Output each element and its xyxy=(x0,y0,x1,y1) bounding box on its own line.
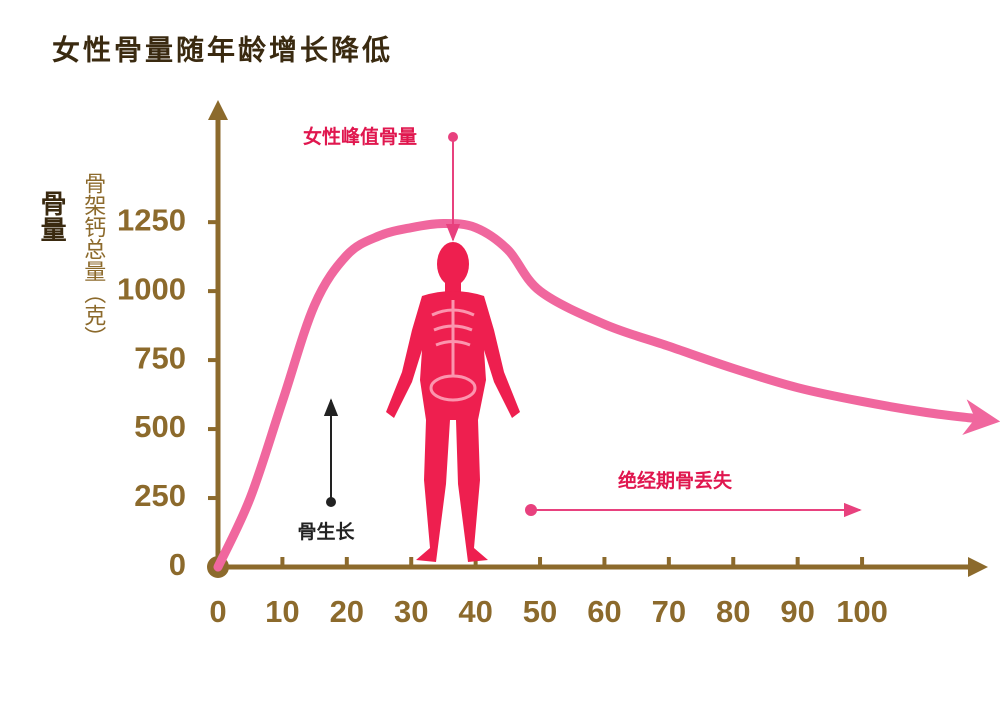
y-axis-label: 骨量 xyxy=(37,190,67,242)
skeleton xyxy=(429,300,477,402)
y-tick-label: 250 xyxy=(134,478,186,513)
annotation-text: 绝经期骨丢失 xyxy=(618,469,733,492)
y-tick-label: 500 xyxy=(134,409,186,444)
y-tick-label: 1000 xyxy=(117,271,186,306)
y-tick-label: 750 xyxy=(134,340,186,375)
x-tick-label: 0 xyxy=(209,594,226,629)
y-tick-label: 0 xyxy=(169,547,186,582)
x-tick-label: 90 xyxy=(780,594,814,629)
bone-mass-curve xyxy=(213,219,1000,572)
x-tick-label: 60 xyxy=(587,594,621,629)
y-axis-sublabel: 骨架钙总量（克） xyxy=(81,172,106,348)
human-figure xyxy=(386,242,520,562)
x-tick-label: 10 xyxy=(265,594,299,629)
y-tick-label: 1250 xyxy=(117,202,186,237)
x-tick-label: 30 xyxy=(394,594,428,629)
x-tick-label: 20 xyxy=(330,594,364,629)
x-tick-label: 50 xyxy=(523,594,557,629)
annotation-text: 女性峰值骨量 xyxy=(303,125,417,148)
x-tick-label: 80 xyxy=(716,594,750,629)
x-tick-label: 40 xyxy=(458,594,492,629)
x-tick-label: 70 xyxy=(652,594,686,629)
chart-title: 女性骨量随年龄增长降低 xyxy=(52,33,393,65)
annotation-text: 骨生长 xyxy=(297,520,355,543)
x-tick-label: 100 xyxy=(836,594,888,629)
